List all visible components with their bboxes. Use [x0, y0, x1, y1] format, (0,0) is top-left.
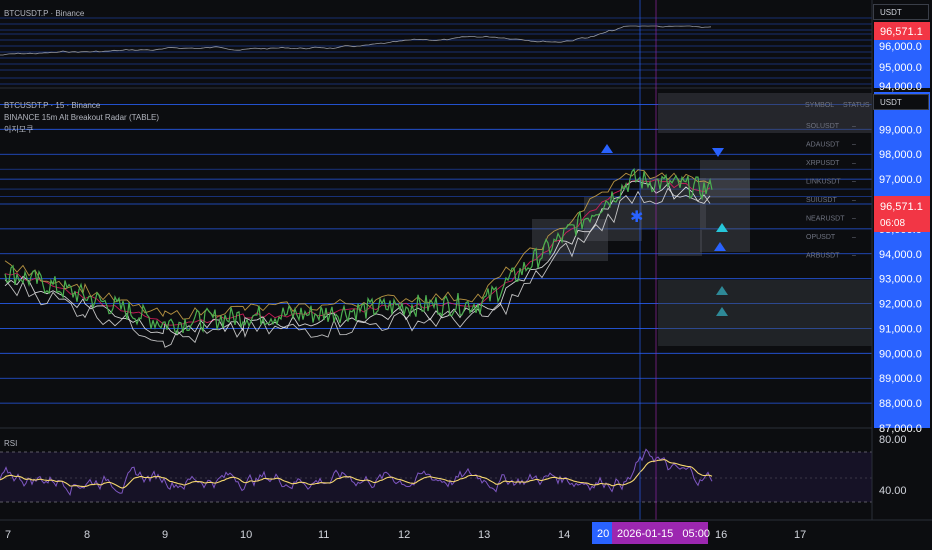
price-axis-main-fill [874, 92, 930, 428]
breakout-zone [700, 178, 750, 252]
radar-row-status: – [852, 179, 856, 186]
radar-row-status: – [852, 123, 856, 130]
radar-row-symbol: ADAUSDT [806, 142, 840, 149]
time-axis-label: 14 [558, 529, 570, 541]
buy-signal-marker [716, 223, 728, 232]
time-axis-label: 10 [240, 529, 252, 541]
main-price-tag [874, 196, 930, 232]
top-axis-label: 95,000.0 [879, 62, 922, 74]
price-axis-label: 90,000.0 [879, 348, 922, 360]
extra-indicator-title: 이지모쿠 [4, 124, 33, 134]
rsi-axis-label: 80.00 [879, 434, 907, 446]
price-axis-label: 89,000.0 [879, 373, 922, 385]
radar-header-symbol: SYMBOL [805, 102, 834, 109]
crosshair-time-text: 2026-01-15 05:00 [617, 528, 710, 540]
sell-signal-marker [712, 148, 724, 157]
rsi-axis-label: 40.00 [879, 485, 907, 497]
breakout-zone [584, 197, 642, 241]
radar-row-symbol: SOLUSDT [806, 123, 840, 130]
time-axis-label: 7 [5, 529, 11, 541]
main-price-line [4, 167, 713, 335]
radar-table-footer-bg [658, 280, 872, 346]
indicator-line [4, 169, 711, 320]
radar-table-header-bg [658, 93, 872, 133]
buy-signal-marker [716, 307, 728, 316]
top-pane-title: BTCUSDT.P · Binance [4, 9, 85, 18]
main-price-tag-text: 96,571.1 [880, 201, 923, 213]
radar-row-symbol: OPUSDT [806, 234, 836, 241]
top-pane[interactable] [0, 17, 872, 85]
indicator-title: BINANCE 15m Alt Breakout Radar (TABLE) [4, 113, 159, 122]
radar-row-status: – [852, 234, 856, 241]
radar-row-status: – [852, 160, 856, 167]
price-axis-label: 98,000.0 [879, 149, 922, 161]
breakout-zone [658, 230, 702, 256]
radar-row-status: – [852, 253, 856, 260]
radar-row-symbol: SUIUSDT [806, 197, 837, 204]
rsi-pane[interactable] [0, 448, 872, 503]
time-axis-bg [0, 520, 932, 550]
price-axis-label: 92,000.0 [879, 299, 922, 311]
price-axis-label: 88,000.0 [879, 398, 922, 410]
price-axis-label: 99,000.0 [879, 124, 922, 136]
main-currency-label: USDT [880, 98, 902, 107]
main-pane-title: BTCUSDT.P · 15 · Binance [4, 101, 101, 110]
breakout-star-marker: ✱ [630, 209, 643, 226]
top-currency-label: USDT [880, 8, 902, 17]
time-highlight-left-text: 20 [597, 528, 609, 540]
time-axis-label: 16 [715, 529, 727, 541]
buy-signal-marker [714, 242, 726, 251]
time-axis-label: 11 [318, 529, 329, 541]
time-highlight-left [592, 522, 612, 544]
radar-row-symbol: XRPUSDT [806, 160, 840, 167]
top-pane-levels [0, 17, 872, 85]
time-axis-label: 17 [794, 529, 806, 541]
price-axis-label: 87,000.0 [879, 423, 922, 435]
price-axis-top-fill [874, 36, 930, 88]
top-price-line [0, 25, 712, 56]
countdown-text: 06:08 [880, 218, 905, 229]
rsi-ma-line [0, 459, 713, 489]
main-pane[interactable]: ✱ [0, 104, 872, 429]
main-currency-box[interactable]: USDT [873, 94, 929, 110]
crosshair-time-tag [612, 522, 708, 544]
indicator-line [4, 187, 711, 348]
radar-row-status: – [852, 197, 856, 204]
radar-row-symbol: LINKUSDT [806, 179, 841, 186]
rsi-band [0, 452, 872, 502]
ichimoku-lines [4, 169, 711, 348]
radar-table: SYMBOL STATUS SOLUSDT – ADAUSDT – XRPUSDT – LI… [658, 93, 872, 346]
indicator-line [4, 179, 711, 326]
radar-row-symbol: NEARUSDT [806, 216, 845, 223]
time-axis[interactable]: 7 8 9 10 11 12 13 14 16 17 20 2026-01-15 05:00 [0, 519, 932, 550]
time-axis-label: 13 [478, 529, 490, 541]
top-currency-box[interactable]: USDT [873, 4, 929, 20]
radar-header-status: STATUS [843, 102, 870, 109]
time-axis-label: 12 [398, 529, 410, 541]
breakout-zone [640, 178, 706, 228]
radar-row-symbol: ARBUSDT [806, 253, 840, 260]
top-price-tag-text: 96,571.1 [880, 26, 923, 38]
top-axis-label: 94,000.0 [879, 81, 922, 93]
time-axis-label: 9 [162, 529, 168, 541]
price-axis-label: 93,000.0 [879, 274, 922, 286]
price-axis-label: 94,000.0 [879, 249, 922, 261]
rsi-pane-title: RSI [4, 439, 17, 448]
price-axis-label: 97,000.0 [879, 174, 922, 186]
time-axis-label: 8 [84, 529, 90, 541]
top-price-tag [874, 22, 930, 40]
price-axis-label: 91,000.0 [879, 323, 922, 335]
price-axis[interactable]: 96,000.095,000.094,000.0 100,000.099,000… [871, 0, 932, 520]
buy-signal-marker [601, 144, 613, 153]
top-axis-label: 96,000.0 [879, 41, 922, 53]
buy-signal-marker [716, 286, 728, 295]
radar-row-status: – [852, 142, 856, 149]
breakout-zone [700, 160, 750, 198]
rsi-line [0, 448, 713, 497]
radar-row-status: – [852, 216, 856, 223]
